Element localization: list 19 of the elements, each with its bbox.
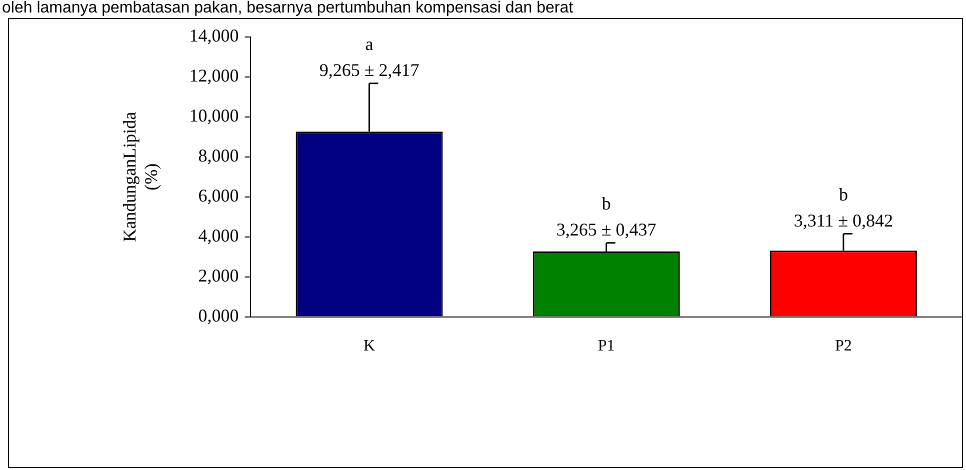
y-tick-label: 2,000 <box>198 266 239 286</box>
y-axis-title: KandunganLipida (%) <box>120 112 162 242</box>
y-tick-label: 10,000 <box>189 106 239 126</box>
data-label: 3,311 ± 0,842 <box>794 210 894 231</box>
y-tick-label: 0,000 <box>198 306 239 326</box>
annotation: a <box>365 34 374 54</box>
chart-subtitle: oleh lamanya pembatasan pakan, besarnya pertumbuhan kompensasi dan berat <box>2 0 574 16</box>
data-label: 9,265 ± 2,417 <box>319 60 420 80</box>
y-tick-label: 4,000 <box>198 226 239 246</box>
y-tick-label: 8,000 <box>198 146 239 166</box>
y-tick-label: 12,000 <box>189 66 239 86</box>
x-tick-label: P2 <box>834 338 852 355</box>
x-tick-label: K <box>363 338 376 355</box>
annotation: b <box>838 184 848 205</box>
y-tick-label: 6,000 <box>198 186 239 206</box>
annotation: b <box>602 194 611 214</box>
data-label: 3,265 ± 0,437 <box>556 220 656 240</box>
x-tick-label: P1 <box>598 338 615 355</box>
y-tick-label: 14,000 <box>189 26 239 46</box>
